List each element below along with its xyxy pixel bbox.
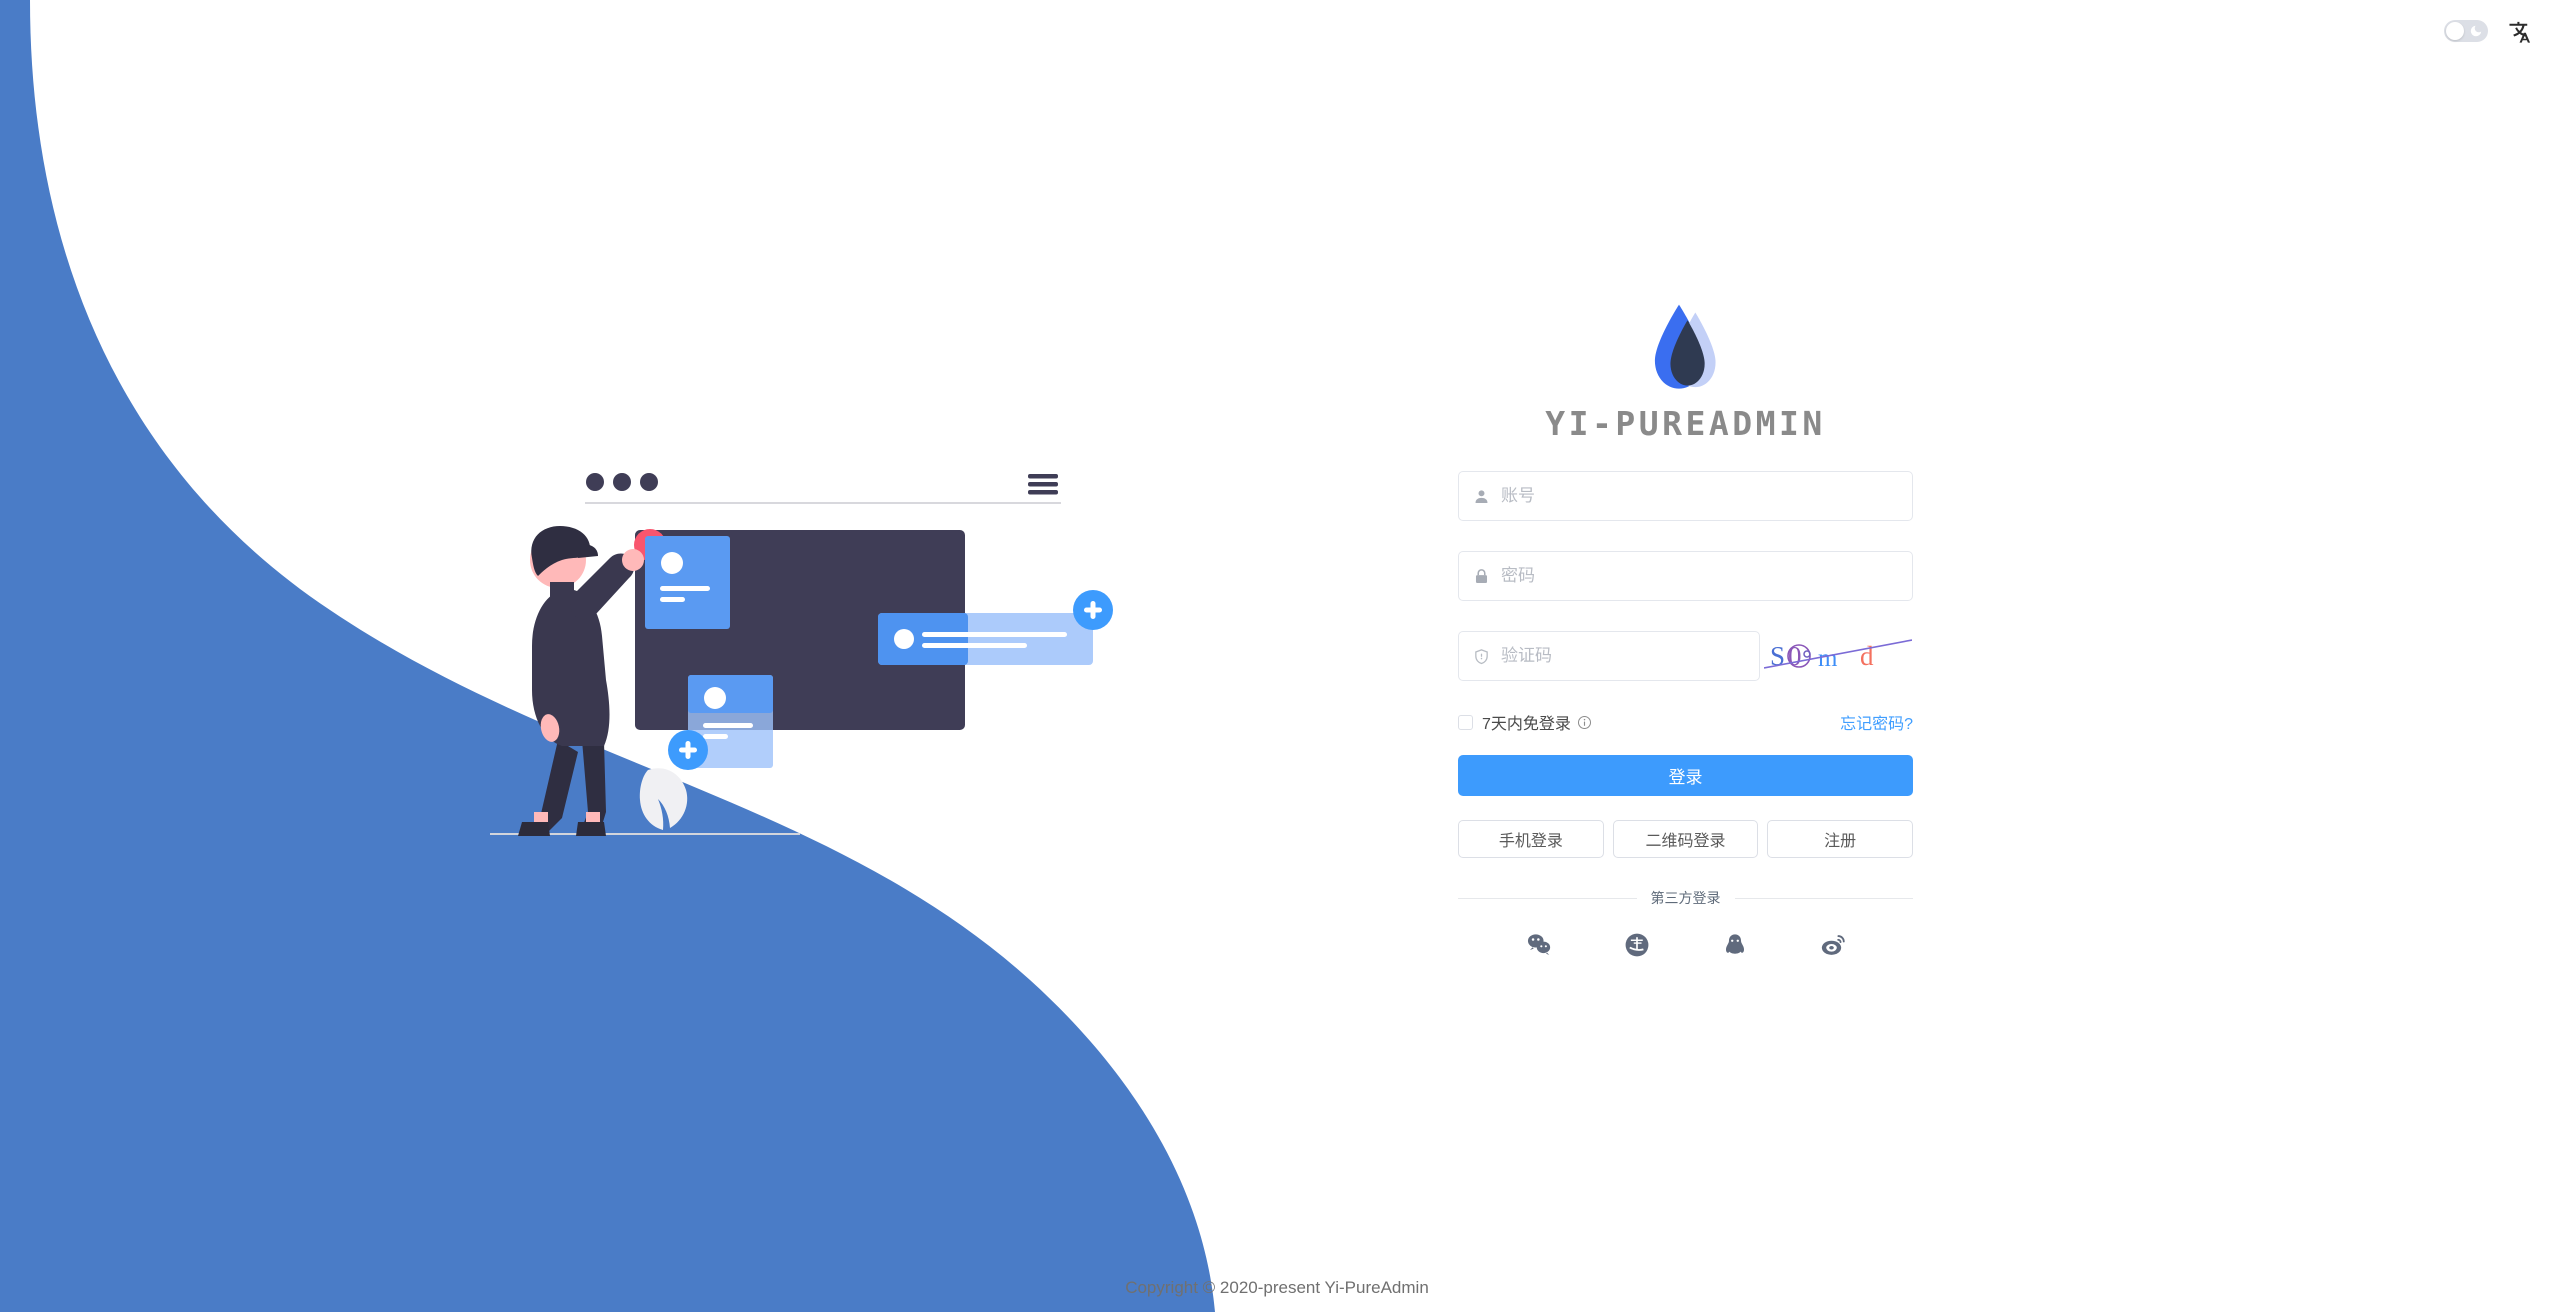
- shield-icon: [1475, 648, 1488, 664]
- illustration-person: [518, 526, 644, 836]
- checkbox-box[interactable]: [1458, 714, 1473, 730]
- username-field[interactable]: [1458, 471, 1913, 521]
- divider-line-left: [1458, 897, 1637, 899]
- dark-mode-toggle[interactable]: [2444, 20, 2488, 42]
- user-icon: [1475, 489, 1488, 503]
- captcha-row: S 0 m d: [1458, 631, 1913, 681]
- login-illustration: [490, 473, 1113, 836]
- translate-icon[interactable]: [2506, 18, 2532, 44]
- page-title: YI-PUREADMIN: [1545, 404, 1826, 443]
- password-field[interactable]: [1458, 551, 1913, 601]
- svg-text:S: S: [1770, 641, 1785, 671]
- phone-login-button[interactable]: 手机登录: [1458, 820, 1604, 858]
- topbar-controls: [2444, 0, 2554, 62]
- register-button[interactable]: 注册: [1767, 820, 1914, 858]
- illustration-leaf: [639, 768, 688, 830]
- third-party-divider: 第三方登录: [1458, 888, 1913, 908]
- svg-text:d: d: [1860, 641, 1874, 671]
- captcha-field[interactable]: [1458, 631, 1760, 681]
- illustration-window-header: [585, 473, 1061, 504]
- weibo-icon[interactable]: [1820, 932, 1846, 958]
- password-input[interactable]: [1499, 551, 1898, 601]
- illustration-ground-line: [490, 833, 800, 835]
- login-button[interactable]: 登录: [1458, 755, 1913, 796]
- logo-drop-navy: [1669, 320, 1705, 386]
- third-party-providers: [1458, 932, 1913, 958]
- qq-icon[interactable]: [1722, 932, 1748, 958]
- captcha-input[interactable]: [1499, 631, 1745, 681]
- username-input[interactable]: [1499, 471, 1898, 521]
- water-drop-logo-icon: [1654, 304, 1716, 389]
- forgot-password-link[interactable]: 忘记密码?: [1840, 716, 1913, 733]
- qrcode-login-button[interactable]: 二维码登录: [1612, 820, 1759, 858]
- illustration-card-bottom: [668, 675, 773, 770]
- options-row: 7天内免登录 忘记密码?: [1458, 711, 1913, 733]
- lock-icon: [1475, 568, 1488, 583]
- alt-login-buttons: 手机登录 二维码登录 注册: [1458, 820, 1914, 858]
- info-circle-icon[interactable]: [1577, 715, 1592, 730]
- remember-checkbox[interactable]: 7天内免登录: [1458, 710, 1592, 734]
- blue-blob-shape: [0, 0, 1215, 1312]
- moon-icon: [2470, 25, 2482, 37]
- alipay-icon[interactable]: [1624, 932, 1650, 958]
- wechat-icon[interactable]: [1526, 932, 1552, 958]
- divider-line-right: [1734, 897, 1913, 899]
- divider-label: 第三方登录: [1650, 890, 1721, 906]
- toggle-knob: [2446, 22, 2464, 40]
- login-panel: YI-PUREADMIN S 0: [1458, 300, 1914, 958]
- captcha-image[interactable]: S 0 m d: [1764, 632, 1912, 680]
- footer-copyright: Copyright © 2020-present Yi-PureAdmin: [1125, 1278, 1429, 1297]
- brand-logo: [1458, 300, 1913, 398]
- illustration-card-top: [645, 536, 730, 629]
- svg-text:m: m: [1818, 645, 1838, 672]
- illustration-card-right: [878, 590, 1113, 665]
- remember-label: 7天内免登录: [1482, 716, 1571, 733]
